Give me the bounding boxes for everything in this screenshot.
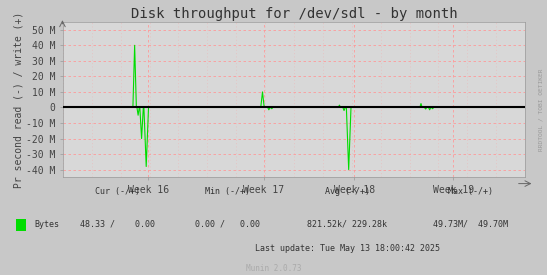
Text: Cur (-/+): Cur (-/+): [95, 187, 140, 196]
Title: Disk throughput for /dev/sdl - by month: Disk throughput for /dev/sdl - by month: [131, 7, 457, 21]
Text: Avg (-/+): Avg (-/+): [325, 187, 370, 196]
Text: 821.52k/ 229.28k: 821.52k/ 229.28k: [307, 220, 387, 229]
Text: RRDTOOL / TOBI OETIKER: RRDTOOL / TOBI OETIKER: [538, 69, 543, 151]
Text: 48.33 /    0.00: 48.33 / 0.00: [80, 220, 155, 229]
Text: Max (-/+): Max (-/+): [448, 187, 493, 196]
Text: Bytes: Bytes: [34, 220, 59, 229]
Text: Munin 2.0.73: Munin 2.0.73: [246, 265, 301, 273]
Text: Last update: Tue May 13 18:00:42 2025: Last update: Tue May 13 18:00:42 2025: [255, 244, 440, 253]
Y-axis label: Pr second read (-) / write (+): Pr second read (-) / write (+): [13, 12, 23, 188]
Text: 49.73M/  49.70M: 49.73M/ 49.70M: [433, 220, 508, 229]
Text: Min (-/+): Min (-/+): [205, 187, 249, 196]
Text: 0.00 /   0.00: 0.00 / 0.00: [195, 220, 259, 229]
